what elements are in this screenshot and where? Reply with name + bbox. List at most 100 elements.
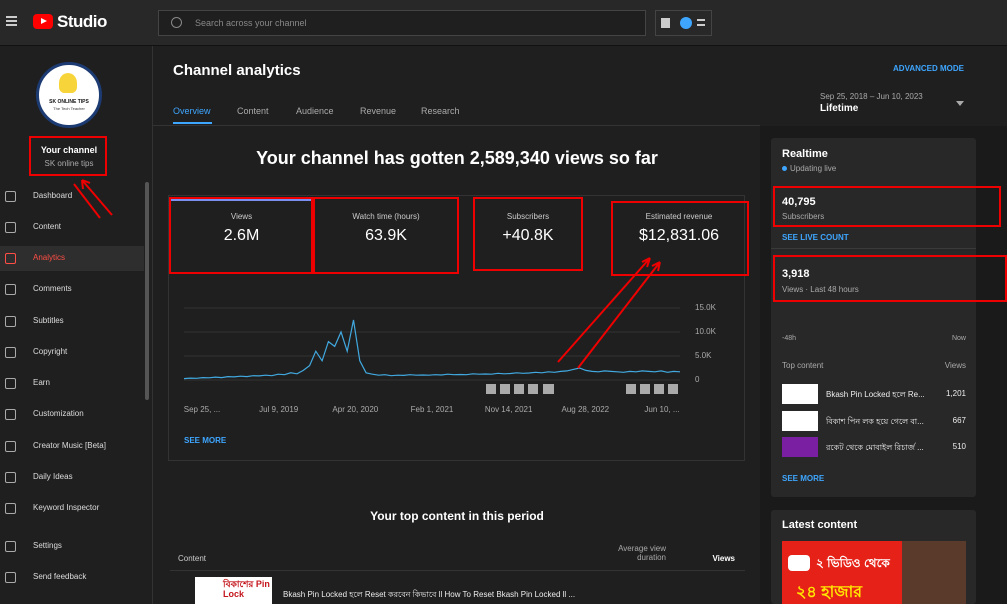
page-title: Channel analytics — [173, 62, 301, 79]
x-tick-label: Feb 1, 2021 — [411, 405, 454, 414]
menu-icon — [5, 191, 16, 202]
menu-icon — [5, 316, 16, 327]
see-live-count[interactable]: SEE LIVE COUNT — [782, 233, 849, 242]
menu-item[interactable]: Comments — [33, 284, 72, 293]
thumbnail-text: ২৪ হাজার — [796, 584, 863, 601]
menu-icon — [5, 378, 16, 389]
menu-item[interactable]: Send feedback — [33, 572, 87, 581]
item-views: 667 — [952, 415, 966, 425]
channel-avatar[interactable]: SK ONLINE TIPS The Tech Teacher — [36, 62, 102, 128]
scrollbar — [145, 182, 149, 400]
subscriber-label: Subscribers — [782, 212, 825, 221]
views-line — [183, 319, 681, 380]
item-views: 510 — [952, 442, 966, 451]
item-thumbnail[interactable] — [782, 410, 818, 431]
menu-icon — [5, 284, 16, 295]
menu-item[interactable]: Keyword Inspector — [33, 503, 100, 512]
tab[interactable]: Research — [421, 106, 460, 116]
row-thumbnail[interactable]: বিকাশের Pin Lock — [195, 577, 272, 604]
realtime-status: Updating live — [790, 164, 837, 173]
bars-start: -48h — [782, 335, 797, 342]
item-thumbnail[interactable] — [782, 437, 818, 457]
item-views: 1,201 — [945, 389, 966, 398]
menu-item[interactable]: Dashboard — [33, 191, 73, 200]
date-range: Sep 25, 2018 – Jun 10, 2023 — [820, 92, 923, 101]
logo-icon — [33, 14, 53, 29]
tab[interactable]: Revenue — [360, 106, 397, 116]
menu-icon — [5, 503, 16, 514]
x-tick-label: Jul 9, 2019 — [259, 405, 299, 414]
tab[interactable]: Audience — [296, 106, 334, 116]
search-placeholder: Search across your channel — [195, 18, 307, 28]
views-label: Views · Last 48 hours — [782, 285, 859, 294]
table-divider — [170, 570, 745, 571]
latest-title: Latest content — [782, 519, 858, 531]
x-tick-label: Nov 14, 2021 — [485, 405, 533, 414]
item-title[interactable]: বিকাশ পিন লক হয়ে গেলে বা... — [826, 416, 924, 426]
bars-end: Now — [951, 335, 966, 342]
y-tick-label: 0 — [695, 375, 700, 384]
live-dot — [782, 166, 787, 171]
logo-text: Studio — [57, 12, 107, 31]
menu-icon — [5, 441, 16, 452]
see-more-link[interactable]: SEE MORE — [184, 436, 227, 445]
top-bar: Studio Search across your channel — [0, 0, 1007, 46]
menu-icon — [5, 347, 16, 358]
menu-item[interactable]: Content — [33, 222, 62, 231]
row-title[interactable]: Bkash Pin Locked হলে Reset করবেন কিভাবে … — [283, 590, 576, 599]
y-tick-label: 15.0K — [695, 303, 717, 312]
menu-button[interactable] — [6, 16, 17, 26]
menu-item[interactable]: Analytics — [33, 253, 66, 262]
menu-icon — [5, 541, 16, 552]
item-title[interactable]: রকেট থেকে মোবাইল রিচার্জ ... — [826, 443, 924, 452]
menu-item[interactable]: Subtitles — [33, 316, 64, 325]
y-tick-label: 10.0K — [695, 327, 717, 336]
thumbnail-text: বিকাশের Pin Lock — [223, 579, 270, 599]
column-header: Content — [178, 554, 207, 563]
menu-item[interactable]: Creator Music [Beta] — [33, 441, 106, 450]
x-tick-label: Sep 25, ... — [184, 405, 220, 414]
sidebar: SK ONLINE TIPS The Tech Teacher Your cha… — [0, 46, 153, 604]
x-tick-label: Apr 20, 2020 — [332, 405, 378, 414]
realtime-title: Realtime — [782, 148, 828, 160]
overview-card — [168, 195, 745, 461]
column-header: Average view duration — [618, 544, 666, 562]
avatar-subtext: The Tech Teacher — [53, 106, 85, 111]
menu-icon — [5, 409, 16, 420]
top-content-title: Your top content in this period — [370, 509, 544, 523]
menu-item[interactable]: Earn — [33, 378, 50, 387]
latest-thumbnail[interactable]: ২ ভিডিও থেকে ২৪ হাজার — [782, 541, 966, 604]
overview-headline: Your channel has gotten 2,589,340 views … — [256, 148, 658, 168]
menu-active-bg — [0, 246, 144, 271]
period-dropdown[interactable] — [956, 101, 964, 106]
subscriber-count: 40,795 — [782, 196, 816, 208]
menu-item[interactable]: Copyright — [33, 347, 68, 356]
views-header: Views — [944, 361, 966, 370]
tab[interactable]: Overview — [173, 106, 211, 116]
menu-item[interactable]: Settings — [33, 541, 62, 550]
menu-icon — [5, 472, 16, 483]
period[interactable]: Lifetime — [820, 103, 859, 114]
menu-item[interactable]: Daily Ideas — [33, 472, 73, 481]
tab[interactable]: Content — [237, 106, 269, 116]
avatar-text: SK ONLINE TIPS — [49, 99, 89, 105]
top-content-label: Top content — [782, 361, 824, 370]
extension-icons[interactable] — [655, 10, 712, 36]
playback-controls — [486, 384, 678, 394]
search-box[interactable]: Search across your channel — [158, 10, 646, 36]
divider — [771, 248, 976, 249]
menu-item[interactable]: Customization — [33, 409, 84, 418]
item-title[interactable]: Bkash Pin Locked হলে Re... — [826, 390, 925, 399]
see-more-link[interactable]: SEE MORE — [782, 474, 825, 483]
advanced-mode-link[interactable]: ADVANCED MODE — [893, 64, 964, 73]
tab-underline — [173, 122, 212, 124]
column-header: Views — [712, 554, 735, 563]
item-thumbnail[interactable] — [782, 384, 818, 404]
views-count: 3,918 — [782, 268, 810, 280]
tabs-divider — [152, 125, 760, 126]
x-tick-label: Aug 28, 2022 — [562, 405, 610, 414]
thumbnail-text: ২ ভিডিও থেকে — [816, 556, 890, 570]
menu-icon — [5, 572, 16, 583]
search-icon — [171, 17, 182, 28]
